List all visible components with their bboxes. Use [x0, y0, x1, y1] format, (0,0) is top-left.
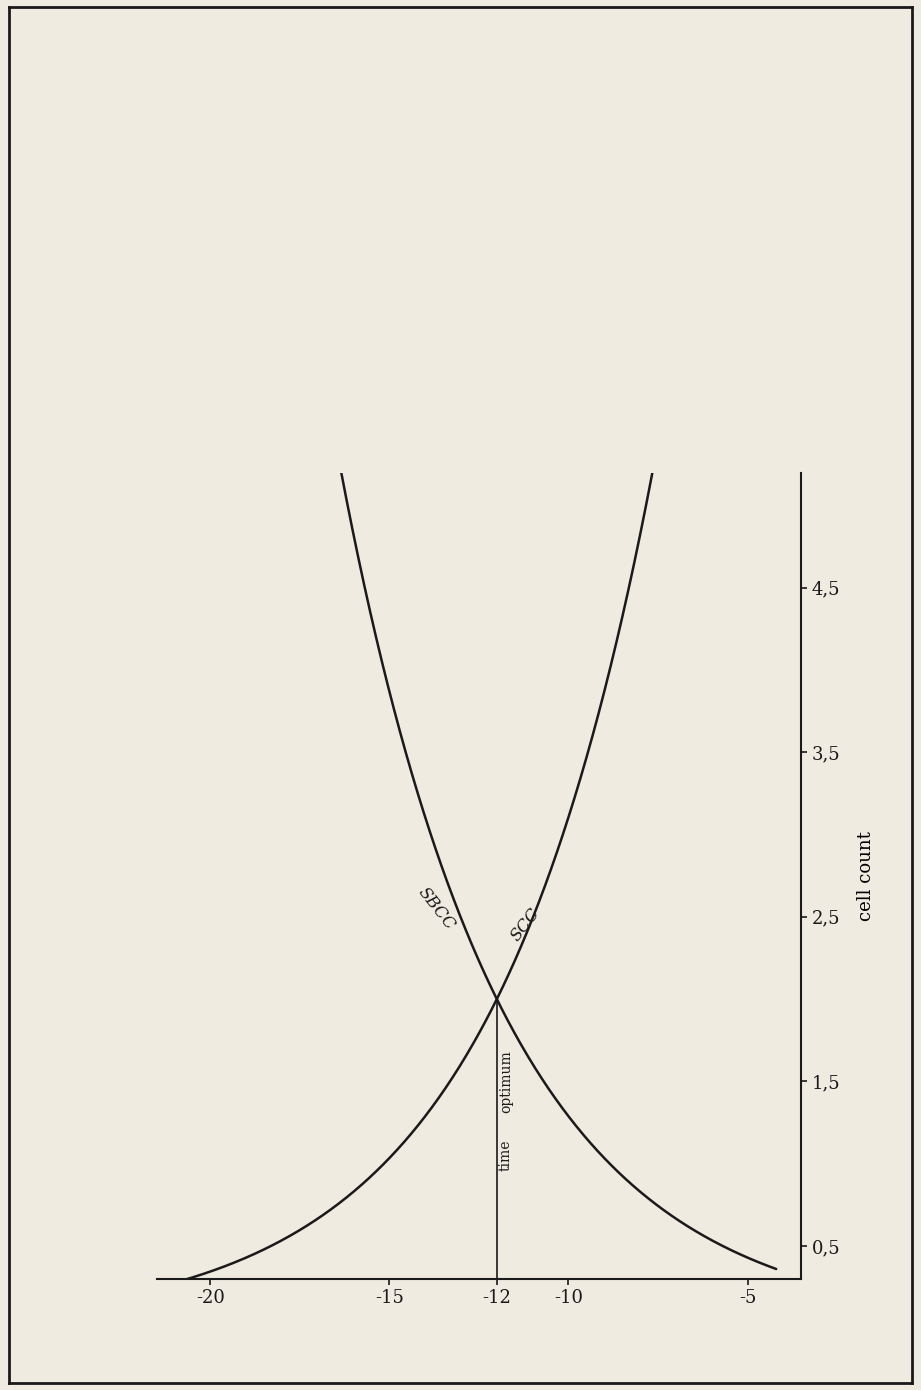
Text: time: time	[499, 1140, 513, 1172]
Text: optimum: optimum	[499, 1049, 513, 1113]
Text: SCC: SCC	[507, 905, 543, 945]
Y-axis label: cell count: cell count	[857, 831, 875, 920]
Text: SBCC: SBCC	[414, 884, 458, 933]
